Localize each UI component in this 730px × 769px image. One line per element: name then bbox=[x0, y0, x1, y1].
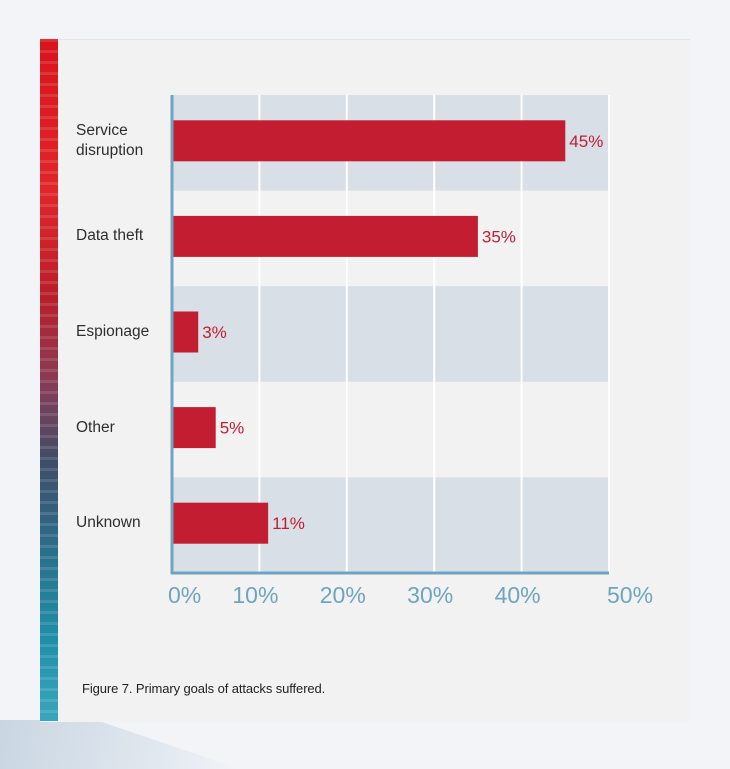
bar bbox=[172, 502, 269, 544]
value-label: 35% bbox=[482, 227, 516, 246]
value-label: 45% bbox=[569, 132, 603, 151]
row-band bbox=[172, 286, 609, 382]
value-label: 3% bbox=[202, 323, 227, 342]
figure-caption: Figure 7. Primary goals of attacks suffe… bbox=[82, 681, 326, 696]
decorative-side-strip bbox=[40, 39, 58, 721]
bar bbox=[172, 120, 566, 162]
x-tick-label: 30% bbox=[407, 582, 453, 608]
category-label: Espionage bbox=[76, 323, 150, 340]
category-label: Data theft bbox=[76, 227, 144, 245]
x-tick-label: 50% bbox=[607, 582, 653, 608]
bar bbox=[172, 215, 478, 257]
x-tick-label: 0% bbox=[168, 582, 201, 608]
value-label: 5% bbox=[220, 419, 245, 438]
value-label: 11% bbox=[272, 514, 305, 533]
x-tick-label: 10% bbox=[232, 582, 278, 608]
category-label: Other bbox=[76, 418, 115, 436]
bar bbox=[172, 407, 216, 449]
category-label: Service disruption bbox=[76, 121, 144, 159]
x-tick-label: 20% bbox=[320, 582, 366, 608]
x-tick-label: 40% bbox=[495, 582, 541, 608]
bar bbox=[172, 311, 199, 353]
category-label: Unknown bbox=[76, 514, 141, 532]
